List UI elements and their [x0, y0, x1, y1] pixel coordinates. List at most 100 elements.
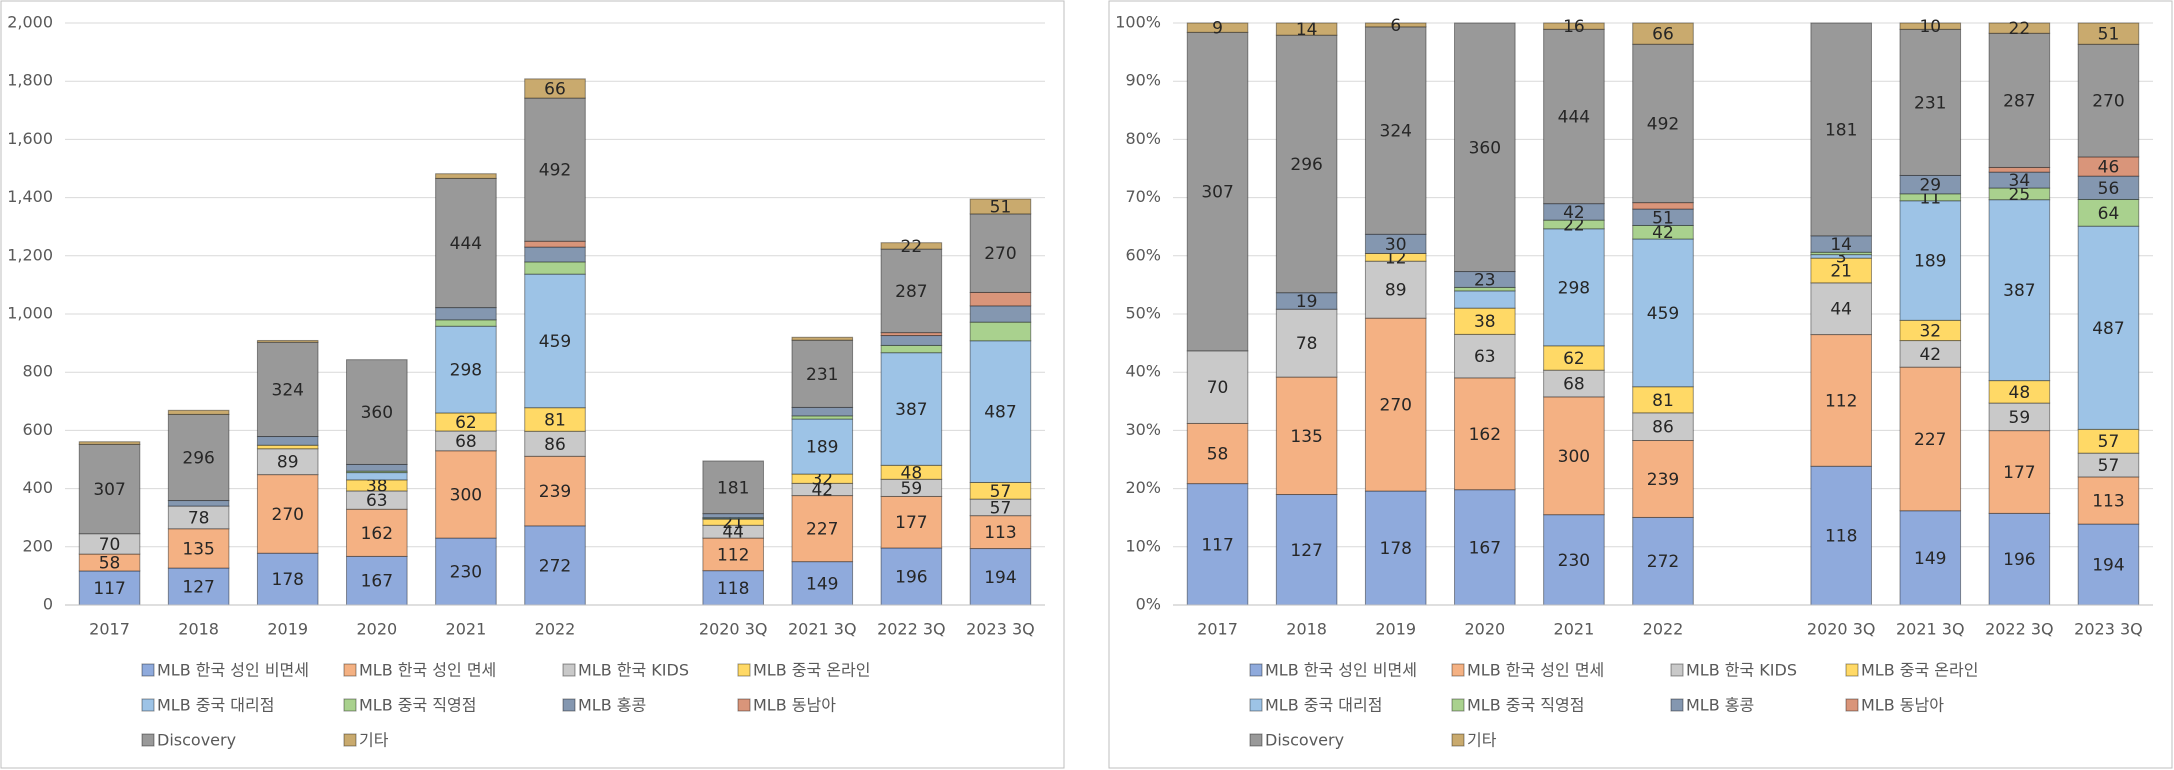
bar-segment — [1810, 257, 1872, 284]
y-tick-label: 60% — [1125, 245, 1161, 264]
data-label: 42 — [1919, 345, 1941, 365]
bar-segment — [346, 472, 408, 481]
data-label: 459 — [539, 332, 571, 352]
bar-segment — [1543, 396, 1605, 516]
bar-segment — [1632, 386, 1694, 414]
data-label: 29 — [1919, 176, 1941, 196]
bar-segment — [1632, 412, 1694, 442]
legend-swatch — [1451, 733, 1465, 747]
legend-swatch — [343, 698, 357, 712]
bar-segment — [78, 570, 141, 606]
bar-segment — [969, 213, 1032, 293]
data-label: 86 — [1652, 418, 1674, 438]
data-label: 239 — [539, 482, 571, 502]
data-label: 181 — [1825, 120, 1857, 140]
bar-segment — [702, 517, 764, 519]
bar-segment — [1454, 22, 1516, 273]
legend-swatch — [141, 733, 155, 747]
x-tick-label: 2021 — [1554, 620, 1595, 639]
data-label: 48 — [901, 463, 923, 483]
data-label: 9 — [1212, 19, 1223, 39]
y-tick-label: 200 — [22, 536, 53, 555]
bar-segment — [1810, 22, 1872, 237]
x-tick-label: 2019 — [267, 620, 308, 639]
data-label: 300 — [1558, 447, 1590, 467]
bar-segment — [524, 430, 586, 457]
legend-swatch — [1451, 663, 1465, 677]
data-label: 57 — [2098, 432, 2120, 452]
bar-segment — [969, 321, 1032, 342]
bar-segment — [256, 448, 319, 476]
data-label: 360 — [1469, 138, 1501, 158]
y-tick-label: 40% — [1125, 362, 1161, 381]
data-label: 178 — [1380, 539, 1412, 559]
x-tick-label: 2022 3Q — [1985, 620, 2054, 639]
legend-swatch — [1670, 698, 1684, 712]
data-label: 387 — [2003, 281, 2035, 301]
data-label: 231 — [806, 365, 838, 385]
data-label: 59 — [2009, 408, 2031, 428]
bar-segment — [702, 518, 764, 526]
data-label: 135 — [1290, 427, 1322, 447]
data-label: 14 — [1296, 20, 1318, 40]
bar-segment — [1988, 402, 2051, 432]
x-tick-label: 2018 — [1286, 620, 1327, 639]
data-label: 58 — [99, 554, 121, 574]
legend-swatch — [1845, 663, 1859, 677]
data-label: 162 — [1469, 425, 1501, 445]
bar-segment — [791, 561, 854, 606]
data-label: 270 — [2092, 92, 2124, 112]
y-tick-label: 20% — [1125, 478, 1161, 497]
data-label: 492 — [1647, 114, 1679, 134]
data-label: 66 — [1652, 25, 1674, 45]
data-label: 59 — [901, 479, 923, 499]
bar-segment — [1810, 282, 1872, 336]
bar-segment — [2077, 22, 2140, 45]
bar-segment — [1275, 22, 1338, 36]
data-label: 51 — [1652, 208, 1674, 228]
bar-segment — [524, 261, 586, 275]
data-label: 298 — [450, 361, 482, 381]
legend-label: MLB 중국 대리점 — [1265, 696, 1382, 715]
data-label: 189 — [806, 438, 838, 458]
data-label: 42 — [1563, 203, 1585, 223]
legend-label: Discovery — [157, 731, 236, 750]
bar-segment — [1632, 22, 1694, 45]
data-label: 38 — [366, 476, 388, 496]
bar-segment — [1899, 22, 1962, 30]
bar-segment — [167, 528, 230, 569]
data-label: 194 — [2092, 556, 2124, 576]
data-label: 196 — [2003, 550, 2035, 570]
bar-segment — [2077, 43, 2140, 158]
legend-label: MLB 중국 직영점 — [359, 696, 476, 715]
y-tick-label: 0 — [43, 595, 53, 614]
bar-segment — [435, 537, 497, 606]
bar-segment — [346, 470, 408, 474]
bar-segment — [167, 567, 230, 606]
bar-segment — [702, 513, 764, 519]
data-label: 89 — [1385, 281, 1407, 301]
data-label: 57 — [990, 482, 1012, 502]
bar-segment — [1275, 376, 1338, 496]
bar-segment — [1186, 22, 1249, 33]
data-label: 230 — [450, 563, 482, 583]
bar-segment — [256, 341, 319, 438]
data-label: 70 — [99, 535, 121, 555]
data-label: 444 — [1558, 107, 1590, 127]
data-label: 25 — [2009, 185, 2031, 205]
bar-segment — [1364, 317, 1427, 492]
legend-label: MLB 한국 성인 면세 — [1467, 661, 1604, 680]
bar-segment — [791, 418, 854, 475]
legend-label: 기타 — [1467, 731, 1497, 750]
bar-segment — [1988, 430, 2051, 514]
legend-swatch — [1249, 733, 1263, 747]
data-label: 227 — [1914, 430, 1946, 450]
data-label: 127 — [182, 578, 214, 598]
legend-swatch — [141, 663, 155, 677]
data-label: 81 — [544, 410, 566, 430]
bar-segment — [969, 291, 1032, 307]
legend-label: MLB 중국 온라인 — [1861, 661, 1978, 680]
legend-label: MLB 동남아 — [753, 696, 836, 715]
y-tick-label: 80% — [1125, 129, 1161, 148]
